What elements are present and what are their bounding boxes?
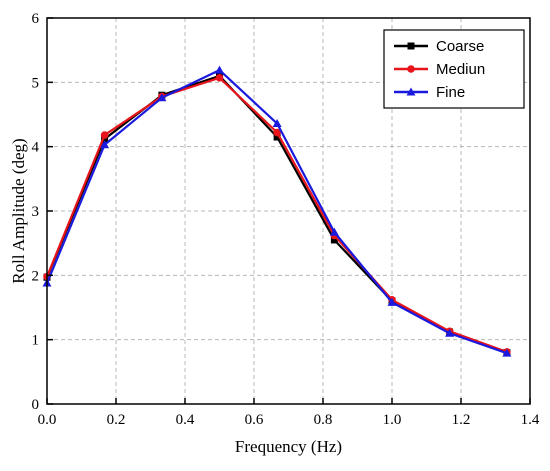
data-point <box>100 131 109 139</box>
legend-label: Coarse <box>436 38 484 55</box>
x-tick-label: 0.0 <box>38 412 57 428</box>
data-point <box>100 140 110 149</box>
y-tick-label: 6 <box>32 11 40 27</box>
legend-item: Fine <box>394 84 465 101</box>
axis-ticks: 0.0 0.2 0.4 0.6 0.8 1.0 1.2 1.4 0 1 2 3 4 5 6 <box>32 11 540 428</box>
y-tick-label: 0 <box>32 397 40 413</box>
x-tick-label: 0.8 <box>314 412 333 428</box>
x-tick-label: 0.6 <box>245 412 264 428</box>
data-point <box>330 236 338 244</box>
data-point <box>272 119 282 128</box>
y-axis-title: Roll Amplitude (deg) <box>9 138 28 283</box>
y-tick-label: 3 <box>32 204 40 220</box>
y-tick-label: 4 <box>32 140 40 156</box>
data-point <box>502 348 512 357</box>
data-point <box>445 328 455 337</box>
data-point <box>329 227 339 236</box>
series-mediun <box>43 74 511 356</box>
x-tick-label: 1.4 <box>521 412 540 428</box>
legend-label: Mediun <box>436 61 485 78</box>
legend-item: Coarse <box>394 38 484 55</box>
legend-swatch-marker <box>407 42 415 50</box>
x-tick-label: 1.0 <box>383 412 402 428</box>
legend-swatch-marker <box>406 87 416 96</box>
data-point <box>101 135 109 143</box>
x-tick-label: 0.2 <box>107 412 126 428</box>
y-tick-label: 1 <box>32 333 40 349</box>
data-point <box>387 297 397 306</box>
data-point <box>273 128 281 137</box>
data-point <box>215 74 224 82</box>
y-tick-label: 5 <box>32 75 40 91</box>
x-tick-label: 0.4 <box>176 412 195 428</box>
x-tick-label: 1.2 <box>452 412 471 428</box>
data-point <box>215 65 224 74</box>
y-tick-label: 2 <box>32 268 40 284</box>
legend-label: Fine <box>436 84 465 101</box>
legend: Coarse Mediun Fine <box>383 29 525 109</box>
data-point <box>273 133 281 141</box>
series-layer <box>42 65 512 357</box>
x-axis-title: Frequency (Hz) <box>235 437 342 456</box>
series-coarse <box>43 72 511 357</box>
legend-item: Mediun <box>394 61 485 78</box>
legend-swatch-marker <box>407 65 415 73</box>
data-point <box>157 93 167 102</box>
